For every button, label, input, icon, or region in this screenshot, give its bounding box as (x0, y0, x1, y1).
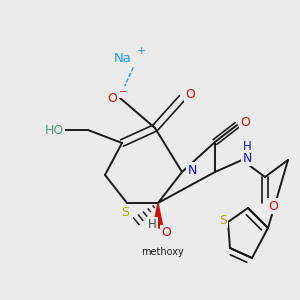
Text: O: O (268, 200, 278, 212)
Text: O: O (107, 92, 117, 104)
Text: O: O (161, 226, 171, 239)
Text: −: − (119, 87, 127, 97)
Text: H: H (148, 218, 156, 232)
Text: Na: Na (114, 52, 132, 64)
Text: S: S (121, 206, 129, 220)
Text: O: O (185, 88, 195, 101)
Text: methoxy: methoxy (142, 247, 184, 257)
Polygon shape (153, 203, 163, 228)
Text: +: + (136, 46, 146, 56)
Text: N: N (187, 164, 197, 176)
Text: O: O (240, 116, 250, 128)
Text: H: H (243, 140, 251, 152)
Text: S: S (219, 214, 227, 226)
Text: HO: HO (44, 124, 64, 136)
Text: N: N (242, 152, 252, 164)
